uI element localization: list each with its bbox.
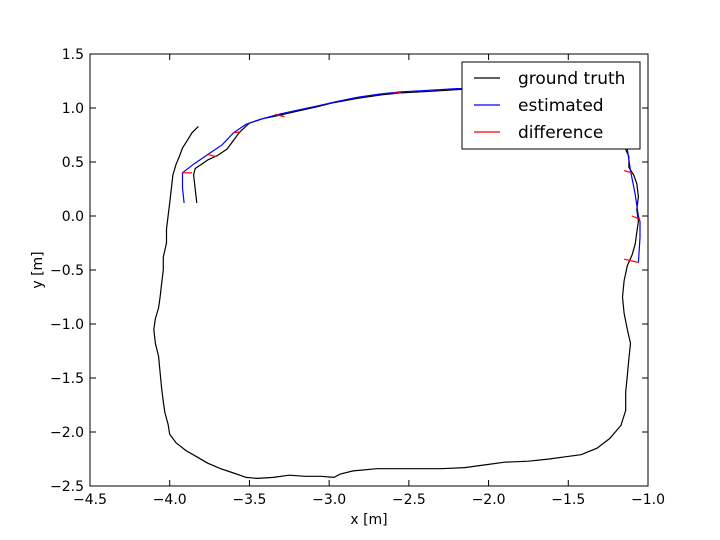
x-tick-label: −4.5 [73, 492, 107, 508]
x-tick-label: −2.5 [392, 492, 426, 508]
estimated-line-1 [181, 88, 473, 204]
legend-label: estimated [518, 96, 604, 116]
y-tick-label: 1.5 [62, 47, 84, 63]
y-tick-label: 1.0 [62, 101, 84, 117]
y-tick-label: −2.0 [50, 425, 84, 441]
difference-segment [207, 153, 217, 158]
y-tick-label: 0.5 [62, 155, 84, 171]
y-tick-label: −0.5 [50, 263, 84, 279]
legend-label: difference [518, 123, 603, 143]
difference-segment [623, 258, 639, 264]
plot-lines [153, 88, 641, 480]
ground-truth-line-2 [153, 125, 640, 480]
difference-segment [623, 170, 633, 174]
difference-segment [274, 113, 285, 118]
difference-segment [631, 215, 641, 220]
y-axis-label: y [m] [30, 251, 46, 288]
y-tick-label: −2.5 [50, 479, 84, 495]
difference-segment [233, 131, 242, 134]
x-tick-label: −2.0 [472, 492, 506, 508]
estimated-line-2 [626, 148, 641, 263]
x-tick-label: −3.0 [312, 492, 346, 508]
y-tick-label: −1.0 [50, 317, 84, 333]
x-tick-label: −1.0 [631, 492, 665, 508]
ground-truth-line-1 [192, 88, 473, 204]
tick-labels: −4.5 −4.0 −3.5 −3.0 −2.5 −2.0 −1.5 −1.0 −2.5 −2.0… [50, 47, 665, 508]
x-tick-label: −3.5 [232, 492, 266, 508]
legend: ground truth estimated difference [461, 61, 641, 150]
x-axis-label: x [m] [350, 512, 387, 528]
y-tick-label: 0.0 [62, 209, 84, 225]
plot-frame [89, 53, 649, 487]
x-tick-label: −1.5 [551, 492, 585, 508]
legend-label: ground truth [518, 69, 625, 89]
x-tick-label: −4.0 [153, 492, 187, 508]
y-tick-label: −1.5 [50, 371, 84, 387]
